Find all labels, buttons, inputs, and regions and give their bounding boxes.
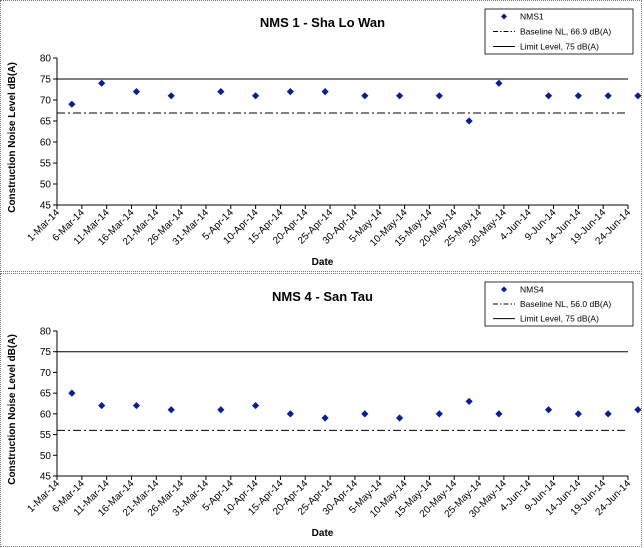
- legend-marker: [501, 13, 507, 20]
- legend-marker: [501, 286, 507, 293]
- data-point: [435, 410, 443, 418]
- data-point: [574, 410, 582, 418]
- x-axis-label: Date: [312, 528, 334, 539]
- y-tick-label: 70: [40, 96, 52, 107]
- data-point: [544, 92, 553, 100]
- data-point: [98, 79, 106, 87]
- y-tick-label: 45: [40, 472, 52, 483]
- legend-label: NMS1: [520, 12, 544, 22]
- data-point: [68, 389, 76, 397]
- data-point: [132, 401, 141, 410]
- legend-label: Baseline NL, 56.0 dB(A): [520, 299, 611, 309]
- data-point: [132, 88, 141, 96]
- data-point: [252, 92, 260, 100]
- y-axis-label: Construction Noise Level dB(A): [7, 62, 18, 213]
- data-point: [321, 88, 329, 96]
- data-point: [574, 92, 582, 100]
- data-point: [634, 406, 641, 414]
- data-point: [217, 88, 225, 96]
- x-axis-label: Date: [312, 257, 334, 268]
- y-tick-label: 75: [40, 347, 52, 358]
- data-point: [217, 406, 225, 414]
- data-point: [495, 79, 503, 87]
- data-point: [286, 410, 294, 418]
- legend: NMS1 Baseline NL, 66.9 dB(A) Limit Level, …: [484, 8, 634, 55]
- y-tick-label: 45: [40, 201, 52, 212]
- y-tick-label: 60: [40, 409, 52, 420]
- data-point: [252, 401, 260, 410]
- data-point: [361, 410, 369, 418]
- data-point: [98, 401, 106, 410]
- data-point: [465, 117, 473, 125]
- y-tick-label: 50: [40, 451, 52, 462]
- data-point: [167, 406, 175, 414]
- data-point: [396, 414, 404, 422]
- data-point: [361, 92, 369, 100]
- y-tick-label: 75: [40, 75, 52, 86]
- y-tick-label: 60: [40, 138, 52, 149]
- chart-nms4: NMS 4 - San Tau45505560657075801-Mar-146…: [7, 281, 641, 539]
- y-tick-label: 70: [40, 368, 52, 379]
- chart-title: NMS 1 - Sha Lo Wan: [260, 15, 385, 30]
- legend: NMS4 Baseline NL, 56.0 dB(A) Limit Level, …: [484, 281, 634, 327]
- data-point: [321, 414, 329, 422]
- y-tick-label: 65: [40, 117, 52, 128]
- data-point: [167, 92, 175, 100]
- data-point: [544, 406, 553, 414]
- chart-nms1: NMS 1 - Sha Lo Wan45505560657075801-Mar-…: [7, 8, 641, 268]
- data-point: [495, 410, 503, 418]
- y-tick-label: 55: [40, 159, 52, 170]
- legend-label: Limit Level, 75 dB(A): [520, 42, 599, 52]
- chart-panel-nms4: NMS 4 - San Tau 45 50 55 60 65 70 75 80 1-Mar-14 6…: [0, 273, 642, 547]
- data-point: [604, 410, 612, 418]
- legend-label: Baseline NL, 66.9 dB(A): [520, 27, 611, 37]
- data-point: [68, 100, 76, 108]
- legend-label: Limit Level, 75 dB(A): [520, 314, 599, 324]
- y-tick-label: 65: [40, 389, 52, 400]
- y-tick-label: 80: [40, 54, 52, 65]
- data-point: [396, 92, 404, 100]
- y-tick-label: 50: [40, 180, 52, 191]
- chart-panel-nms1: NMS 1 - Sha Lo Wan 45 50 55 60 65 70 75 80 1-Mar-…: [0, 0, 642, 272]
- legend-label: NMS4: [520, 284, 544, 294]
- data-point: [634, 92, 641, 100]
- data-point: [465, 397, 473, 406]
- data-point: [604, 92, 612, 100]
- y-tick-label: 55: [40, 430, 52, 441]
- data-point: [435, 92, 443, 100]
- data-point: [286, 88, 294, 96]
- y-axis-label: Construction Noise Level dB(A): [7, 334, 18, 485]
- chart-title: NMS 4 - San Tau: [272, 289, 373, 304]
- y-tick-label: 80: [40, 327, 52, 338]
